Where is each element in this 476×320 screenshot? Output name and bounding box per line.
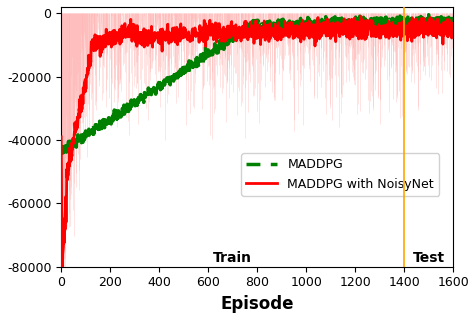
X-axis label: Episode: Episode [220,295,294,313]
Text: Train: Train [213,251,252,265]
Text: Test: Test [413,251,445,265]
Legend: MADDPG, MADDPG with NoisyNet: MADDPG, MADDPG with NoisyNet [241,153,439,196]
